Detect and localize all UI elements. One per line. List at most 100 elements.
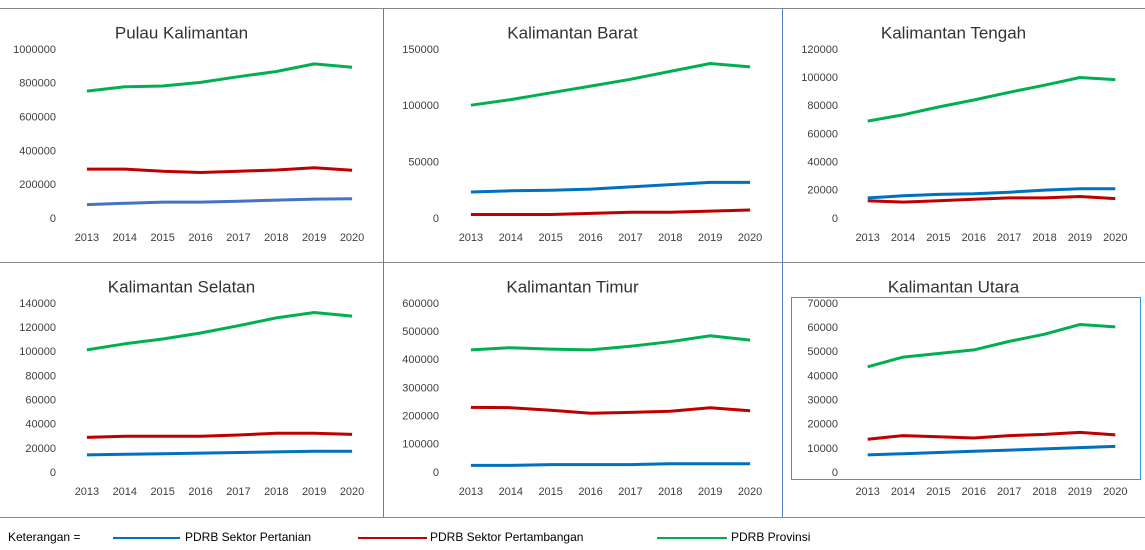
x-tick-label: 2019 xyxy=(1068,232,1092,244)
x-tick-label: 2020 xyxy=(738,232,762,244)
y-tick-label: 100000 xyxy=(801,72,838,84)
series-line xyxy=(867,430,1116,441)
series-line xyxy=(867,194,1116,204)
y-tick-label: 80000 xyxy=(25,370,56,382)
series-line xyxy=(867,187,1116,200)
chart-title: Kalimantan Tengah xyxy=(881,23,1026,42)
x-tick-label: 2018 xyxy=(264,232,288,244)
series-line xyxy=(470,334,751,352)
series-line xyxy=(470,180,751,194)
x-tick-label: 2016 xyxy=(578,232,602,244)
x-tick-label: 2016 xyxy=(578,486,602,498)
x-tick-label: 2019 xyxy=(698,486,722,498)
x-tick-label: 2015 xyxy=(538,232,562,244)
x-tick-label: 2013 xyxy=(855,486,879,498)
x-tick-label: 2014 xyxy=(891,486,915,498)
x-tick-label: 2016 xyxy=(188,486,212,498)
y-tick-label: 600000 xyxy=(19,112,56,124)
x-tick-label: 2015 xyxy=(926,486,950,498)
x-tick-label: 2015 xyxy=(150,232,174,244)
y-tick-label: 0 xyxy=(832,467,838,479)
x-tick-label: 2013 xyxy=(459,486,483,498)
x-tick-label: 2017 xyxy=(618,232,642,244)
y-tick-label: 0 xyxy=(433,213,439,225)
y-tick-label: 50000 xyxy=(807,346,838,358)
series-line xyxy=(86,197,353,207)
x-tick-label: 2019 xyxy=(1068,486,1092,498)
x-tick-label: 2014 xyxy=(499,486,523,498)
y-tick-label: 1000000 xyxy=(13,44,56,56)
x-tick-label: 2020 xyxy=(340,486,364,498)
series-line xyxy=(86,62,353,93)
series-line xyxy=(86,431,353,439)
x-tick-label: 2018 xyxy=(264,486,288,498)
legend-title: Keterangan = xyxy=(8,530,80,544)
y-tick-label: 60000 xyxy=(807,128,838,140)
y-tick-label: 0 xyxy=(50,467,56,479)
series-line xyxy=(470,208,751,216)
x-tick-label: 2017 xyxy=(226,232,250,244)
series-line xyxy=(470,61,751,107)
x-tick-label: 2014 xyxy=(113,486,137,498)
y-tick-label: 40000 xyxy=(807,157,838,169)
legend-label: PDRB Provinsi xyxy=(731,530,810,544)
x-tick-label: 2016 xyxy=(962,232,986,244)
x-tick-label: 2016 xyxy=(962,486,986,498)
x-tick-label: 2016 xyxy=(188,232,212,244)
x-tick-label: 2018 xyxy=(658,232,682,244)
chart-title: Kalimantan Utara xyxy=(888,277,1020,296)
x-tick-label: 2014 xyxy=(113,232,137,244)
y-tick-label: 200000 xyxy=(402,411,439,423)
x-tick-label: 2019 xyxy=(302,232,326,244)
x-tick-label: 2018 xyxy=(1032,232,1056,244)
x-tick-label: 2013 xyxy=(855,232,879,244)
x-tick-label: 2019 xyxy=(302,486,326,498)
y-tick-label: 0 xyxy=(832,213,838,225)
y-tick-label: 70000 xyxy=(807,298,838,310)
x-tick-label: 2015 xyxy=(926,232,950,244)
y-tick-label: 0 xyxy=(433,467,439,479)
x-tick-label: 2013 xyxy=(459,232,483,244)
chart-title: Pulau Kalimantan xyxy=(115,23,248,42)
x-tick-label: 2014 xyxy=(499,232,523,244)
y-tick-label: 400000 xyxy=(19,145,56,157)
series-line xyxy=(867,322,1116,369)
plot-frame xyxy=(791,297,1141,480)
x-tick-label: 2018 xyxy=(1032,486,1056,498)
y-tick-label: 20000 xyxy=(807,419,838,431)
legend-label: PDRB Sektor Pertanian xyxy=(185,530,311,544)
y-tick-label: 400000 xyxy=(402,354,439,366)
chart-title: Kalimantan Timur xyxy=(506,277,639,296)
x-tick-label: 2019 xyxy=(698,232,722,244)
y-tick-label: 800000 xyxy=(19,78,56,90)
y-tick-label: 140000 xyxy=(19,298,56,310)
series-line xyxy=(86,449,353,457)
chart-title: Kalimantan Barat xyxy=(507,23,638,42)
series-line xyxy=(867,444,1116,457)
y-tick-label: 60000 xyxy=(807,322,838,334)
x-tick-label: 2020 xyxy=(340,232,364,244)
y-tick-label: 100000 xyxy=(19,346,56,358)
series-line xyxy=(86,166,353,175)
y-tick-label: 500000 xyxy=(402,326,439,338)
series-line xyxy=(470,462,751,467)
x-tick-label: 2020 xyxy=(738,486,762,498)
x-tick-label: 2013 xyxy=(75,486,99,498)
y-tick-label: 50000 xyxy=(408,157,439,169)
series-line xyxy=(867,75,1116,123)
x-tick-label: 2015 xyxy=(538,486,562,498)
x-tick-label: 2017 xyxy=(618,486,642,498)
y-tick-label: 80000 xyxy=(807,100,838,112)
y-tick-label: 0 xyxy=(50,213,56,225)
y-tick-label: 100000 xyxy=(402,439,439,451)
y-tick-label: 300000 xyxy=(402,382,439,394)
series-line xyxy=(86,310,353,352)
y-tick-label: 600000 xyxy=(402,298,439,310)
x-tick-label: 2017 xyxy=(997,486,1021,498)
y-tick-label: 10000 xyxy=(807,443,838,455)
series-line xyxy=(470,405,751,415)
x-tick-label: 2020 xyxy=(1103,232,1127,244)
x-tick-label: 2013 xyxy=(75,232,99,244)
